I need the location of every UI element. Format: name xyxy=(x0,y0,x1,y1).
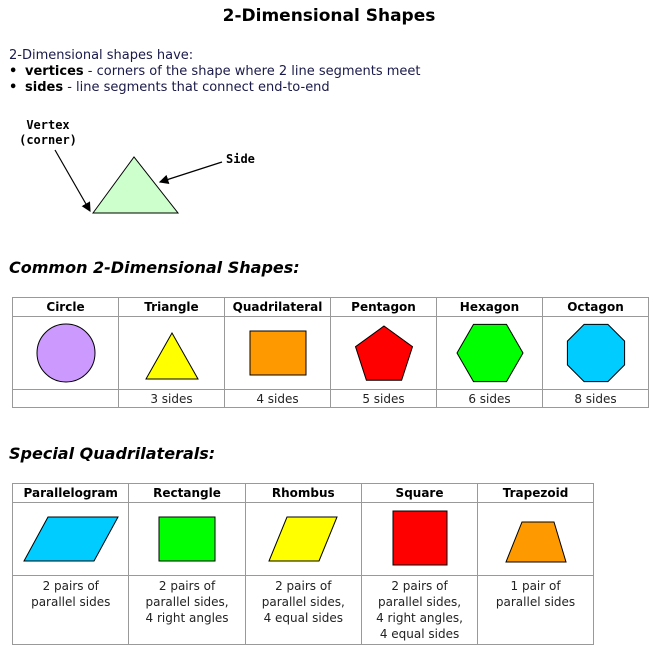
octagon-shape xyxy=(566,323,625,383)
special-quadrilaterals-table: Parallelogram Rectangle Rhombus Square Trape… xyxy=(11,483,594,645)
circle-shape-icon xyxy=(36,323,95,383)
header-pentagon: Pentagon xyxy=(330,297,437,317)
caption-rectangle: 2 pairs of parallel sides, 4 right angles xyxy=(128,575,246,645)
caption-circle xyxy=(12,389,119,408)
cell-triangle-picture xyxy=(118,316,225,390)
octagon-shape-icon xyxy=(566,323,625,383)
header-octagon: Octagon xyxy=(542,297,649,317)
common-shapes-table: Circle Triangle Quadrilateral Pentagon Hexag… xyxy=(12,297,649,408)
cell-square-picture xyxy=(360,502,479,576)
cell-parallelogram-picture xyxy=(11,502,130,576)
page-title: 2-Dimensional Shapes xyxy=(222,6,436,26)
vertex-label-line1: Vertex xyxy=(26,118,70,132)
header-quadrilateral: Quadrilateral xyxy=(224,297,331,317)
cell-rhombus-picture xyxy=(244,502,362,576)
caption-quadrilateral: 4 sides xyxy=(224,389,331,408)
cell-trapezoid-picture xyxy=(477,502,594,576)
intro: 2-Dimensional shapes have: vertices - co… xyxy=(9,48,421,96)
bullet-vertices: vertices - corners of the shape where 2 … xyxy=(9,64,421,80)
cell-octagon-picture xyxy=(542,316,649,390)
header-triangle: Triangle xyxy=(118,297,225,317)
square-shape-icon xyxy=(392,510,448,566)
caption-hexagon: 6 sides xyxy=(436,389,543,408)
cell-hexagon-picture xyxy=(436,316,543,390)
cell-circle-picture xyxy=(12,316,119,390)
triangle-shape xyxy=(144,331,199,380)
vertex-side-diagram: Vertex (corner) Side xyxy=(0,110,300,230)
rectangle-shape-icon xyxy=(158,516,216,562)
vertex-label: Vertex (corner) xyxy=(16,118,80,148)
trapezoid-shape xyxy=(504,521,567,563)
cell-rectangle-picture xyxy=(128,502,246,576)
square-shape xyxy=(392,510,448,566)
parallelogram-shape xyxy=(22,516,119,562)
rhombus-shape xyxy=(268,516,339,562)
term-sides: sides xyxy=(25,80,64,95)
parallelogram-shape-icon xyxy=(22,516,119,562)
vertex-arrow xyxy=(54,149,91,213)
header-hexagon: Hexagon xyxy=(436,297,543,317)
triangle-shape-icon xyxy=(144,331,199,380)
caption-parallelogram: 2 pairs of parallel sides xyxy=(11,575,130,645)
caption-octagon: 8 sides xyxy=(542,389,649,408)
intro-bullets: vertices - corners of the shape where 2 … xyxy=(9,64,421,96)
rectangle-shape xyxy=(158,516,216,562)
caption-rhombus: 2 pairs of parallel sides, 4 equal sides xyxy=(244,575,362,645)
side-arrow xyxy=(158,161,223,184)
diagram-svg xyxy=(54,149,223,214)
side-label: Side xyxy=(226,152,255,166)
header-circle: Circle xyxy=(12,297,119,317)
caption-trapezoid: 1 pair of parallel sides xyxy=(477,575,594,645)
caption-square: 2 pairs of parallel sides, 4 right angles,… xyxy=(360,575,479,645)
vertex-label-line2: (corner) xyxy=(19,133,77,147)
pentagon-shape xyxy=(354,325,413,381)
caption-triangle: 3 sides xyxy=(118,389,225,408)
pentagon-shape-icon xyxy=(354,325,413,381)
header-square: Square xyxy=(360,483,479,503)
header-trapezoid: Trapezoid xyxy=(477,483,594,503)
cell-quadrilateral-picture xyxy=(224,316,331,390)
trapezoid-shape-icon xyxy=(504,521,567,563)
rhombus-shape-icon xyxy=(268,516,339,562)
special-quadrilaterals-heading: Special Quadrilaterals: xyxy=(9,444,216,463)
caption-pentagon: 5 sides xyxy=(330,389,437,408)
hexagon-shape-icon xyxy=(455,323,524,383)
def-sides: - line segments that connect end-to-end xyxy=(63,80,330,95)
intro-lead: 2-Dimensional shapes have: xyxy=(9,48,194,63)
header-rhombus: Rhombus xyxy=(244,483,362,503)
common-shapes-heading: Common 2-Dimensional Shapes: xyxy=(9,258,300,277)
def-vertices: - corners of the shape where 2 line segm… xyxy=(83,64,421,79)
circle-shape xyxy=(36,323,95,383)
rectangle-shape-icon xyxy=(249,330,306,376)
term-vertices: vertices xyxy=(25,64,84,79)
hexagon-shape xyxy=(455,323,524,383)
header-parallelogram: Parallelogram xyxy=(11,483,130,503)
bullet-sides: sides - line segments that connect end-t… xyxy=(9,80,421,96)
rectangle-shape xyxy=(249,330,306,376)
cell-pentagon-picture xyxy=(330,316,437,390)
header-rectangle: Rectangle xyxy=(128,483,246,503)
diagram-triangle xyxy=(92,156,180,214)
